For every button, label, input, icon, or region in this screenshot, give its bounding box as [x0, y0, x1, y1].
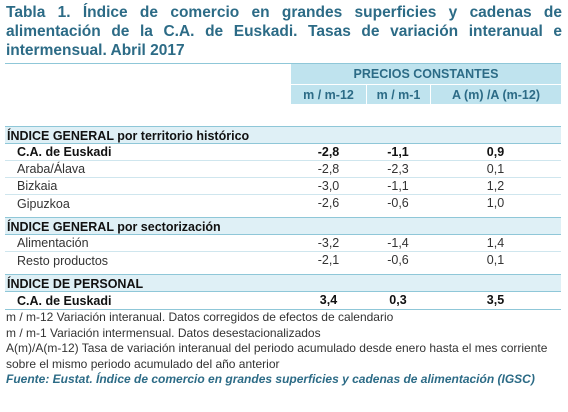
cell-value: 1,2 [486, 178, 505, 193]
table-row: C.A. de Euskadi 3,4 0,3 3,5 [5, 292, 561, 309]
cell-value: -0,6 [387, 253, 409, 267]
table-row: Resto productos -2,1 -0,6 0,1 [5, 252, 561, 269]
cell-value: -2,3 [387, 161, 409, 176]
header-group-row: PRECIOS CONSTANTES [5, 64, 561, 84]
cell-value: -0,6 [387, 196, 409, 210]
footnote-interanual: m / m-12 Variación interanual. Datos cor… [6, 310, 394, 324]
cell-value: -3,2 [317, 235, 340, 250]
table-row: Araba/Álava -2,8 -2,3 0,1 [5, 161, 561, 178]
footnotes: m / m-12 Variación interanual. Datos cor… [6, 310, 562, 388]
cell-value: 0,1 [486, 161, 505, 176]
column-header-interanual: m / m-12 [291, 84, 366, 104]
table-row: Bizkaia -3,0 -1,1 1,2 [5, 178, 561, 195]
footnote-acumulado: A(m)/A(m-12) Tasa de variación interanua… [6, 341, 548, 371]
table-row: Alimentación -3,2 -1,4 1,4 [5, 235, 561, 252]
row-label: Alimentación [17, 236, 89, 250]
cell-value: -2,8 [317, 144, 340, 159]
header-columns-row: m / m-12 m / m-1 A (m) /A (m-12) [5, 84, 561, 104]
cell-value: 0,1 [486, 253, 505, 267]
row-label: Bizkaia [17, 179, 58, 193]
data-table: PRECIOS CONSTANTES m / m-12 m / m-1 A (m… [5, 63, 561, 310]
cell-value: -2,8 [317, 161, 340, 176]
row-label: C.A. de Euskadi [17, 145, 112, 159]
cell-value: 0,9 [486, 144, 505, 159]
header-group-label: PRECIOS CONSTANTES [291, 64, 561, 84]
row-label: Araba/Álava [17, 162, 86, 176]
table-row: C.A. de Euskadi -2,8 -1,1 0,9 [5, 144, 561, 161]
cell-value: -3,0 [317, 178, 340, 193]
column-header-acumulado: A (m) /A (m-12) [430, 84, 561, 104]
cell-value: 1,4 [486, 235, 505, 250]
cell-value: -1,1 [387, 178, 409, 193]
cell-value: 3,5 [486, 293, 505, 307]
section-header-personal: ÍNDICE DE PERSONAL [5, 274, 561, 292]
cell-value: 1,0 [486, 196, 505, 210]
cell-value: -1,4 [387, 235, 409, 250]
cell-value: -1,1 [387, 144, 409, 159]
row-label: Resto productos [17, 253, 109, 268]
cell-value: -2,6 [317, 196, 340, 210]
section-header-territorio: ÍNDICE GENERAL por territorio histórico [5, 126, 561, 144]
section-header-sectorizacion: ÍNDICE GENERAL por sectorización [5, 217, 561, 235]
row-label: Gipuzkoa [17, 196, 70, 211]
table-title: Tabla 1. Índice de comercio en grandes s… [6, 4, 562, 59]
column-header-intermensual: m / m-1 [366, 84, 430, 104]
spacer-row [5, 104, 561, 126]
cell-value: 0,3 [389, 293, 407, 307]
cell-value: 3,4 [319, 293, 338, 307]
cell-value: -2,1 [317, 253, 340, 267]
row-label: C.A. de Euskadi [17, 293, 112, 308]
source-note: Fuente: Eustat. Índice de comercio en gr… [6, 372, 535, 386]
table-row: Gipuzkoa -2,6 -0,6 1,0 [5, 195, 561, 212]
footnote-intermensual: m / m-1 Variación intermensual. Datos de… [6, 325, 321, 340]
